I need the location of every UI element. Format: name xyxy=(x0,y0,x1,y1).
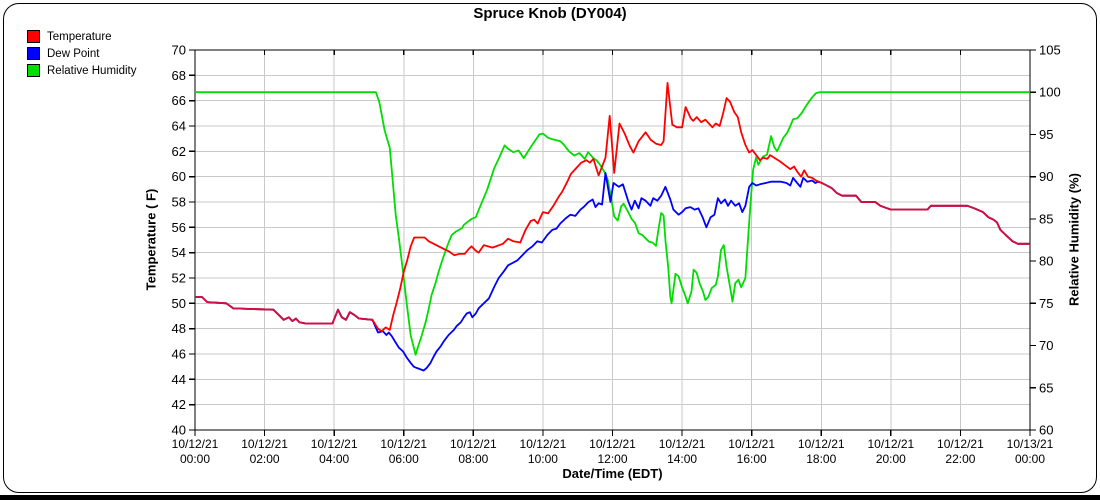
x-tick-label-time: 16:00 xyxy=(737,452,767,466)
legend-label: Relative Humidity xyxy=(47,64,137,77)
y-right-tick-label: 85 xyxy=(1039,211,1053,226)
x-tick-label-date: 10/12/21 xyxy=(450,437,497,451)
x-tick-label-date: 10/12/21 xyxy=(937,437,984,451)
x-tick-label-time: 22:00 xyxy=(945,452,975,466)
relative-humidity-line xyxy=(195,91,1030,356)
legend-item-dew-point: Dew Point xyxy=(27,45,136,62)
x-tick-label-date: 10/12/21 xyxy=(172,437,219,451)
y-left-axis-title: Temperature ( F) xyxy=(143,188,159,291)
x-tick-label-date: 10/12/21 xyxy=(659,437,706,451)
y-left-tick-label: 52 xyxy=(172,271,186,286)
y-left-tick-label: 48 xyxy=(172,321,186,336)
y-left-tick-label: 58 xyxy=(172,195,186,210)
temperature-dewpoint-overlap-line xyxy=(195,296,373,325)
x-tick-label-date: 10/12/21 xyxy=(380,437,427,451)
x-tick-label-time: 14:00 xyxy=(667,452,697,466)
legend: Temperature Dew Point Relative Humidity xyxy=(27,28,136,79)
temperature-dewpoint-overlap-line xyxy=(821,182,1030,245)
x-tick-label-time: 00:00 xyxy=(1015,452,1045,466)
y-right-tick-label: 65 xyxy=(1039,380,1053,395)
x-tick-label-date: 10/12/21 xyxy=(520,437,567,451)
x-tick-label-time: 12:00 xyxy=(597,452,627,466)
x-tick-label-time: 10:00 xyxy=(528,452,558,466)
y-left-tick-label: 70 xyxy=(172,43,186,58)
temperature-swatch-icon xyxy=(27,30,40,43)
y-left-tick-label: 66 xyxy=(172,93,186,108)
x-tick-label-date: 10/12/21 xyxy=(798,437,845,451)
y-left-tick-label: 64 xyxy=(172,119,186,134)
temperature-line xyxy=(195,82,1030,333)
legend-label: Dew Point xyxy=(47,47,100,60)
y-left-tick-label: 68 xyxy=(172,68,186,83)
x-tick-label-time: 08:00 xyxy=(458,452,488,466)
y-left-tick-label: 62 xyxy=(172,144,186,159)
legend-label: Temperature xyxy=(47,30,112,43)
x-axis-title: Date/Time (EDT) xyxy=(562,466,663,481)
x-tick-label-date: 10/12/21 xyxy=(241,437,288,451)
y-right-tick-label: 90 xyxy=(1039,169,1053,184)
y-left-tick-label: 46 xyxy=(172,347,186,362)
page-title: Spruce Knob (DY004) xyxy=(473,5,627,22)
dew-point-swatch-icon xyxy=(27,47,40,60)
relative-humidity-swatch-icon xyxy=(27,64,40,77)
y-right-axis-title: Relative Humidity (%) xyxy=(1066,173,1082,306)
y-right-tick-label: 100 xyxy=(1039,85,1061,100)
y-left-tick-label: 44 xyxy=(172,372,186,387)
y-left-tick-label: 42 xyxy=(172,397,186,412)
x-tick-label-time: 18:00 xyxy=(806,452,836,466)
y-left-tick-label: 54 xyxy=(172,245,186,260)
y-left-tick-label: 56 xyxy=(172,220,186,235)
y-left-tick-label: 40 xyxy=(172,423,186,438)
y-left-tick-label: 60 xyxy=(172,169,186,184)
x-tick-label-time: 20:00 xyxy=(876,452,906,466)
y-right-tick-label: 75 xyxy=(1039,296,1053,311)
x-tick-label-date: 10/12/21 xyxy=(867,437,914,451)
y-right-tick-label: 60 xyxy=(1039,423,1053,438)
y-right-tick-label: 95 xyxy=(1039,127,1053,142)
legend-item-relative-humidity: Relative Humidity xyxy=(27,62,136,79)
y-left-tick-label: 50 xyxy=(172,296,186,311)
x-tick-label-time: 04:00 xyxy=(319,452,349,466)
x-tick-label-time: 00:00 xyxy=(180,452,210,466)
y-right-tick-label: 80 xyxy=(1039,254,1053,269)
x-tick-label-time: 02:00 xyxy=(250,452,280,466)
legend-item-temperature: Temperature xyxy=(27,28,136,45)
x-tick-label-time: 06:00 xyxy=(389,452,419,466)
y-right-tick-label: 105 xyxy=(1039,43,1061,58)
dew-point-line xyxy=(195,171,1030,372)
x-tick-label-date: 10/12/21 xyxy=(728,437,775,451)
x-tick-label-date: 10/12/21 xyxy=(311,437,358,451)
y-right-tick-label: 70 xyxy=(1039,338,1053,353)
x-tick-label-date: 10/12/21 xyxy=(589,437,636,451)
x-tick-label-date: 10/13/21 xyxy=(1007,437,1054,451)
bottom-bar xyxy=(0,495,1100,500)
